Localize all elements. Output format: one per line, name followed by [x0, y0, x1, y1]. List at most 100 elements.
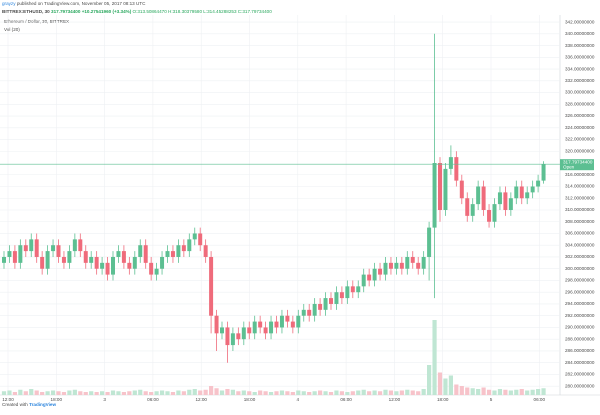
candle-body: [356, 286, 361, 293]
y-tick-label: 336.00000000: [565, 55, 595, 60]
volume-bar: [138, 389, 143, 395]
candle-body: [149, 262, 154, 275]
ohlc: O:313.50864470 H:318.30379580 L:314.4528…: [133, 9, 273, 14]
candle-body: [448, 157, 453, 169]
published: published on TradingView.com, November 0…: [17, 1, 146, 6]
price: 317.79734400: [51, 9, 81, 14]
volume-bar: [356, 390, 361, 395]
candle-body: [410, 256, 415, 263]
candle-body: [481, 186, 486, 210]
candle-body: [378, 268, 383, 275]
volume-bar: [296, 390, 301, 395]
x-tick-label: 06:00: [534, 397, 546, 402]
volume-bar: [121, 392, 126, 395]
volume-bar: [312, 391, 317, 395]
candle-body: [89, 256, 94, 263]
y-tick-label: 284.00000000: [565, 360, 595, 365]
candle-body: [121, 251, 126, 263]
candle-body: [274, 321, 279, 328]
volume-bar: [339, 391, 344, 395]
volume-bar: [45, 391, 50, 395]
y-tick-label: 290.00000000: [565, 325, 595, 330]
candle-body: [339, 292, 344, 299]
y-tick-label: 286.00000000: [565, 348, 595, 353]
volume-bar: [503, 389, 508, 395]
volume-bar: [230, 389, 235, 395]
volume-bar: [334, 390, 339, 395]
volume-bar: [110, 390, 116, 395]
y-tick-label: 316.00000000: [565, 172, 595, 177]
y-tick-label: 332.00000000: [565, 78, 595, 83]
y-tick-label: 310.00000000: [565, 207, 595, 212]
volume-bar: [7, 390, 12, 395]
volume-bar: [492, 390, 497, 395]
volume-bar: [34, 390, 39, 395]
volume-bar: [23, 391, 28, 395]
volume-bar: [165, 391, 170, 395]
candle-body: [541, 164, 546, 181]
author[interactable]: grayzy: [2, 1, 16, 6]
candle-body: [40, 256, 45, 269]
candle-body: [7, 251, 12, 257]
candle-body: [51, 245, 56, 252]
candle-body: [220, 327, 224, 334]
y-tick-label: 322.00000000: [565, 137, 595, 142]
x-tick-label: 18:00: [437, 397, 449, 402]
volume-bar: [421, 389, 426, 395]
candle-body: [247, 327, 252, 334]
volume-bar: [318, 390, 323, 395]
y-tick-label: 328.00000000: [565, 101, 595, 106]
y-tick-label: 294.00000000: [565, 301, 595, 306]
candle-body: [225, 327, 230, 346]
candle-body: [2, 256, 6, 263]
volume-bar: [476, 389, 481, 395]
candle-body: [170, 251, 175, 257]
y-tick-label: 282.00000000: [565, 372, 595, 377]
volume-bar: [241, 390, 246, 395]
y-tick-label: 292.00000000: [565, 313, 595, 318]
volume-bar: [170, 392, 176, 395]
candle-body: [318, 303, 323, 310]
header-line: grayzy published on TradingView.com, Nov…: [2, 1, 146, 6]
candle-body: [438, 163, 442, 210]
candle-body: [203, 245, 208, 257]
volume-bar: [143, 391, 148, 395]
candle-body: [432, 163, 437, 228]
candle-body: [350, 286, 355, 293]
y-tick-label: 326.00000000: [565, 113, 595, 118]
y-tick-label: 296.00000000: [565, 289, 595, 294]
legend-volume: Vol (20): [4, 27, 20, 32]
volume-bar: [519, 389, 524, 395]
volume-bar: [481, 387, 486, 395]
candle-body: [230, 333, 235, 346]
candle-body: [241, 327, 246, 340]
x-tick-label: 4: [297, 397, 300, 402]
candle-body: [508, 198, 513, 210]
candle-body: [285, 315, 290, 322]
brand[interactable]: TradingView: [29, 402, 56, 407]
volume-bar: [328, 392, 334, 395]
volume-bar: [323, 391, 328, 395]
candle-body: [405, 256, 410, 269]
volume-bar: [225, 389, 230, 395]
y-tick-label: 306.00000000: [565, 231, 595, 236]
candle-body: [329, 298, 333, 304]
y-tick-label: 298.00000000: [565, 278, 595, 283]
candle-body: [459, 180, 464, 199]
candle-body: [127, 262, 132, 269]
volume-bar: [247, 391, 252, 395]
candle-body: [45, 251, 50, 269]
last-price-badge: [560, 159, 594, 171]
candle-body: [132, 256, 137, 269]
volume-bar: [89, 391, 94, 395]
candle-body: [372, 268, 377, 281]
legend-title: Ethereum / Dollar, 30, BITTREX: [4, 19, 69, 24]
volume-bar: [541, 388, 546, 395]
volume-bar: [154, 391, 159, 395]
candle-body: [514, 186, 519, 199]
volume-bar: [181, 391, 186, 395]
volume-bar: [149, 392, 154, 395]
grid: [0, 15, 560, 395]
x-tick-label: 12:00: [389, 397, 401, 402]
candle-body: [312, 303, 317, 316]
